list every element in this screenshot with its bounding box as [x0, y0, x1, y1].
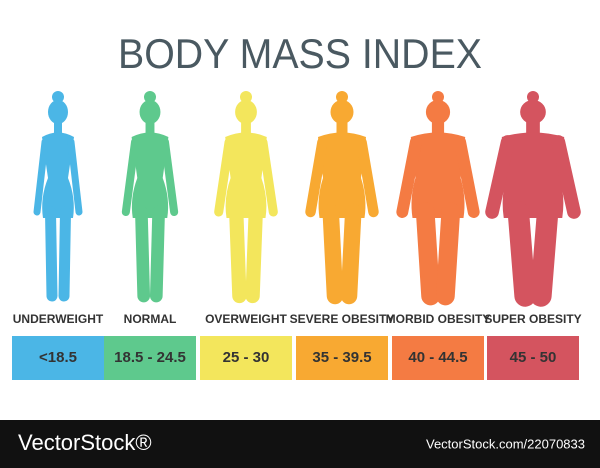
figure-neck: [145, 120, 155, 136]
figure-neck: [241, 120, 251, 136]
figure-neck: [526, 120, 540, 136]
range-box: [296, 336, 388, 380]
range-label: <18.5: [39, 349, 77, 366]
figure-torso: [42, 132, 74, 218]
figure-leg: [340, 203, 362, 305]
title: BODY MASS INDEX: [118, 30, 482, 77]
figure-torso: [225, 132, 267, 218]
figure-leg: [245, 204, 263, 304]
figure-bun: [144, 91, 156, 103]
category-label: SEVERE OBESITY: [290, 312, 395, 326]
figure-leg: [507, 201, 536, 307]
figure-arm: [214, 137, 234, 217]
figure-bun: [240, 91, 252, 103]
figure-arm: [33, 138, 49, 216]
figure-leg: [45, 206, 58, 302]
range-box: [487, 336, 579, 380]
range-box: [200, 336, 292, 380]
figure-neck: [336, 120, 348, 136]
category-label: MORBID OBESITY: [386, 312, 491, 326]
figure-arm: [356, 136, 379, 218]
range-label: 40 - 44.5: [408, 349, 467, 366]
figure-torso: [501, 132, 565, 218]
figure: [396, 91, 480, 306]
figure: [485, 91, 581, 307]
figure-arm: [160, 137, 179, 217]
range-label: 25 - 30: [223, 349, 270, 366]
figure-leg: [322, 203, 344, 305]
figure-torso: [318, 132, 366, 218]
range-label: 35 - 39.5: [312, 349, 371, 366]
figure-leg: [58, 206, 71, 302]
figure-arm: [454, 136, 480, 218]
figure-leg: [530, 201, 559, 307]
figure-arm: [67, 138, 83, 216]
figure-torso: [410, 132, 466, 218]
range-box: [104, 336, 196, 380]
figure-arm: [305, 136, 328, 218]
figure-torso: [131, 132, 169, 218]
figure-head: [330, 100, 354, 124]
figure-head: [235, 100, 257, 124]
range-box: [12, 336, 104, 380]
figure-head: [139, 100, 161, 124]
figure-head: [48, 100, 68, 124]
range-label: 18.5 - 24.5: [114, 349, 186, 366]
footer-url: VectorStock.com/22070833: [426, 436, 585, 451]
figure-bun: [527, 91, 539, 103]
figure-arm: [258, 137, 278, 217]
range-label: 45 - 50: [510, 349, 557, 366]
figure-arm: [485, 135, 515, 219]
figure-neck: [54, 120, 62, 136]
range-box: [392, 336, 484, 380]
figure-neck: [431, 120, 445, 136]
figure: [33, 91, 83, 302]
figure-arm: [121, 137, 140, 217]
category-label: OVERWEIGHT: [205, 312, 287, 326]
figure: [305, 91, 379, 305]
figure-arm: [396, 136, 422, 218]
footer-bar: [0, 420, 600, 468]
figure: [214, 91, 278, 304]
figure-leg: [436, 202, 461, 306]
figure-leg: [149, 205, 165, 303]
category-label: NORMAL: [124, 312, 177, 326]
category-label: UNDERWEIGHT: [13, 312, 104, 326]
figure-arm: [551, 135, 581, 219]
figure-leg: [415, 202, 440, 306]
figure-bun: [336, 91, 348, 103]
figure-leg: [229, 204, 247, 304]
figure-bun: [52, 91, 64, 103]
figure-head: [520, 100, 546, 124]
figure-head: [425, 100, 451, 124]
category-label: SUPER OBESITY: [484, 312, 581, 326]
figure: [121, 91, 179, 303]
figure-bun: [432, 91, 444, 103]
figure-leg: [135, 205, 151, 303]
footer-brand: VectorStock®: [18, 430, 152, 455]
